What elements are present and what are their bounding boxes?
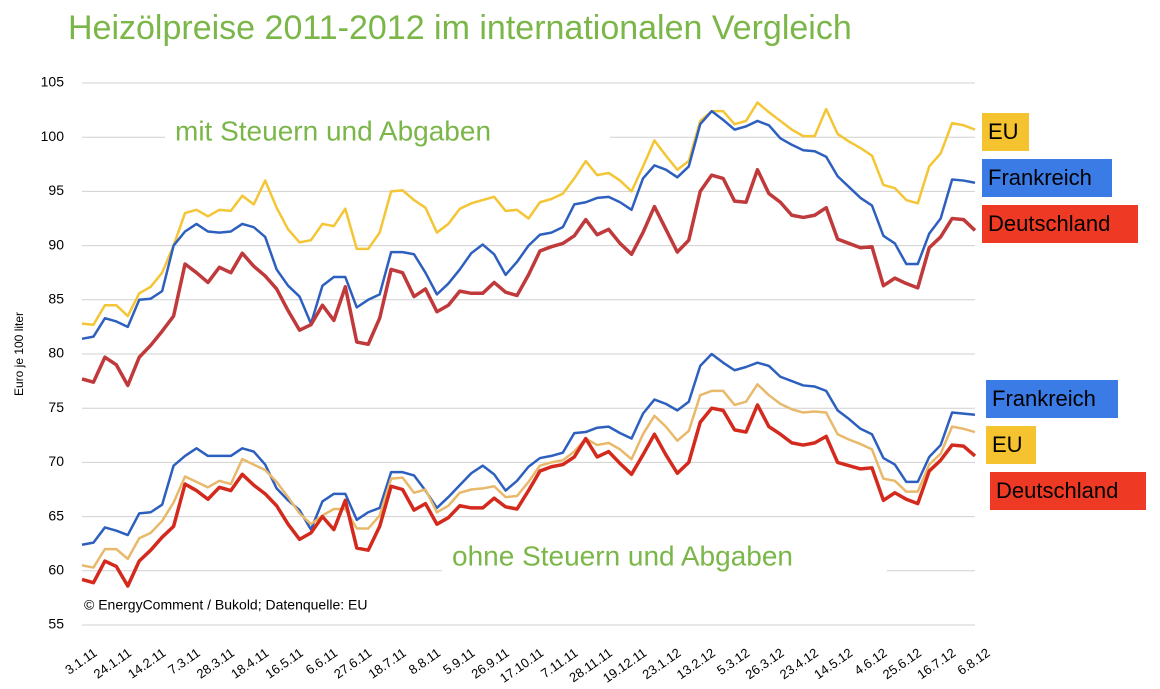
- y-tick-label: 80: [48, 345, 64, 361]
- x-tick-label: 6.8.12: [954, 645, 992, 678]
- y-tick-label: 60: [48, 562, 64, 578]
- legend-swatch: [982, 159, 1112, 197]
- series-line: [81, 403, 977, 588]
- x-tick-label: 24.1.11: [91, 645, 134, 682]
- annotation-backdrop: [165, 112, 610, 156]
- x-tick-label: 8.8.11: [406, 645, 443, 677]
- y-tick-label: 90: [48, 236, 64, 252]
- y-tick-label: 70: [48, 453, 64, 469]
- series-line: [81, 352, 976, 547]
- annotation-backdrop: [80, 594, 425, 618]
- series-line: [81, 167, 977, 388]
- series-line: [81, 383, 976, 569]
- x-tick-label: 18.4.11: [228, 645, 271, 682]
- x-tick-label: 18.7.11: [365, 645, 408, 682]
- legend-swatch: [990, 472, 1146, 510]
- legend-label: EU: [988, 119, 1019, 144]
- x-tick-label: 14.5.12: [811, 645, 855, 682]
- legend-swatch: [982, 205, 1138, 243]
- series-line: [81, 101, 976, 326]
- y-tick-label: 65: [48, 507, 64, 523]
- y-tick-label: 85: [48, 291, 64, 307]
- legend-label: Frankreich: [992, 386, 1096, 411]
- x-tick-label: 27.6.11: [331, 645, 374, 682]
- y-tick-label: 75: [48, 399, 64, 415]
- y-tick-label: 95: [48, 182, 64, 198]
- x-tick-label: 16.7.12: [914, 645, 958, 682]
- legend-label: Deutschland: [996, 478, 1118, 503]
- legend-swatch: [986, 426, 1036, 464]
- y-axis-label: Euro je 100 liter: [12, 312, 26, 396]
- chart-title: Heizölpreise 2011-2012 im internationale…: [68, 9, 852, 47]
- annotation: mit Steuern und Abgaben: [175, 115, 491, 146]
- x-tick-label: 23.4.12: [777, 645, 821, 682]
- annotation: ohne Steuern und Abgaben: [452, 540, 793, 571]
- y-tick-label: 100: [41, 128, 65, 144]
- annotation-backdrop: [442, 537, 887, 581]
- x-tick-label: 26.3.12: [742, 645, 786, 682]
- x-tick-label: 28.3.11: [194, 645, 237, 682]
- y-tick-label: 105: [41, 74, 65, 90]
- legend-swatch: [986, 380, 1118, 418]
- legend-label: Frankreich: [988, 165, 1092, 190]
- x-tick-label: 23.1.12: [639, 645, 683, 682]
- y-tick-label: 55: [48, 616, 64, 632]
- series-line: [81, 109, 976, 341]
- x-tick-label: 25.6.12: [880, 645, 924, 682]
- x-tick-label: 14.2.11: [125, 645, 168, 682]
- legend-label: EU: [992, 432, 1023, 457]
- x-tick-label: 13.2.12: [674, 645, 718, 682]
- legend-swatch: [982, 113, 1029, 151]
- annotation: © EnergyComment / Bukold; Datenquelle: E…: [84, 597, 367, 613]
- x-tick-label: 16.5.11: [262, 645, 305, 682]
- legend-label: Deutschland: [988, 211, 1110, 236]
